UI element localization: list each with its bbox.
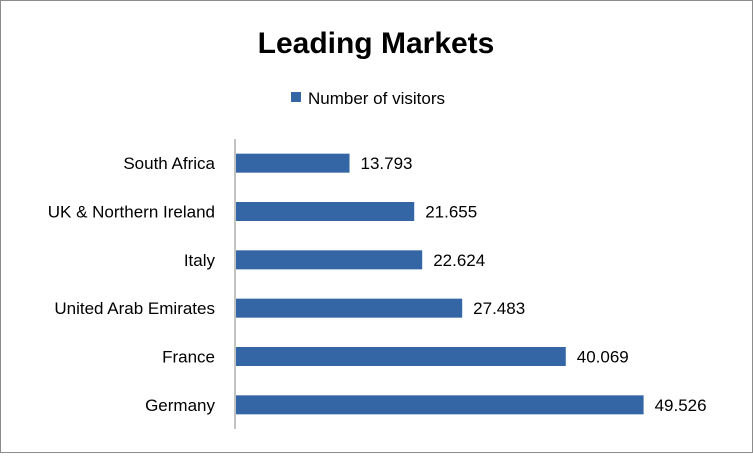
value-label: 22.624 xyxy=(433,251,485,270)
category-label: South Africa xyxy=(123,154,215,173)
category-label: Germany xyxy=(145,396,215,415)
bars xyxy=(236,153,644,415)
value-label: 13.793 xyxy=(361,154,413,173)
value-label: 49.526 xyxy=(655,396,707,415)
category-label: UK & Northern Ireland xyxy=(48,203,215,222)
bar xyxy=(236,250,423,270)
value-label: 21.655 xyxy=(425,203,477,222)
bar xyxy=(236,153,350,173)
bar xyxy=(236,202,415,221)
category-labels: South Africa UK & Northern Ireland Italy Un… xyxy=(48,154,216,415)
chart-title: Leading Markets xyxy=(258,27,495,60)
value-label: 40.069 xyxy=(577,348,629,367)
value-labels: 13.793 21.655 22.624 27.483 40.069 49.526 xyxy=(361,154,707,415)
bar xyxy=(236,347,566,366)
legend-swatch xyxy=(291,92,301,102)
bar xyxy=(236,395,644,415)
category-label: United Arab Emirates xyxy=(54,299,215,318)
legend-label: Number of visitors xyxy=(308,89,445,108)
category-label: Italy xyxy=(184,251,216,270)
bar xyxy=(236,298,463,318)
value-label: 27.483 xyxy=(473,299,525,318)
category-label: France xyxy=(162,348,215,367)
legend: Number of visitors xyxy=(291,89,445,108)
